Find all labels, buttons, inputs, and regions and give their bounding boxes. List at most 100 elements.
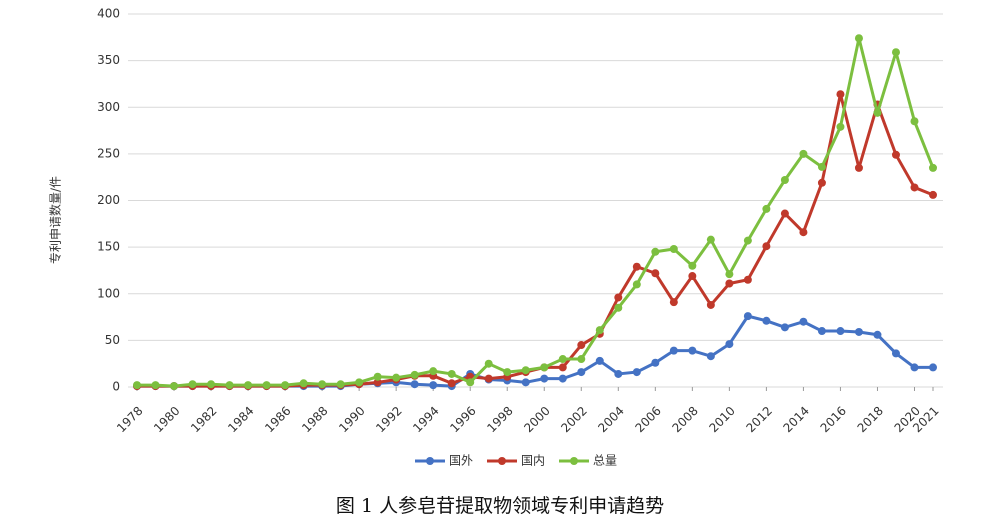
x-tick-label: 2006	[632, 404, 663, 435]
point	[799, 228, 808, 237]
point	[133, 381, 141, 390]
point	[706, 352, 715, 361]
point	[743, 275, 752, 284]
point	[262, 381, 271, 390]
y-tick-label: 200	[97, 193, 120, 207]
point	[447, 369, 456, 378]
point	[281, 381, 290, 390]
point	[392, 373, 401, 382]
legend-item: 总量	[559, 454, 617, 468]
point	[910, 117, 919, 126]
point	[318, 380, 327, 389]
x-tick-label: 1990	[336, 404, 367, 435]
point	[873, 108, 882, 117]
point	[595, 356, 604, 365]
point	[817, 162, 826, 171]
point	[929, 163, 937, 172]
legend-item: 国内	[487, 454, 545, 468]
point	[669, 298, 678, 307]
point	[669, 244, 678, 253]
x-tick-label: 2010	[706, 404, 737, 435]
point	[836, 122, 845, 131]
point	[373, 372, 382, 381]
x-tick-label: 1994	[410, 404, 441, 435]
y-tick-label: 150	[97, 240, 120, 254]
x-tick-label: 1992	[373, 404, 404, 435]
point	[854, 327, 863, 336]
point	[743, 236, 752, 245]
y-tick-label: 100	[97, 286, 120, 300]
point	[521, 366, 530, 375]
point	[503, 368, 512, 377]
point	[929, 190, 937, 199]
point	[706, 300, 715, 309]
caption: 图 1 人参皂苷提取物领域专利申请趋势	[336, 495, 664, 517]
x-tick-label: 2004	[595, 404, 626, 435]
point	[891, 48, 900, 57]
point	[577, 341, 586, 350]
y-tick-label: 350	[97, 53, 120, 67]
point	[188, 380, 197, 389]
point	[614, 293, 623, 302]
point	[429, 367, 438, 376]
x-tick-label: 2014	[781, 404, 812, 435]
point	[447, 379, 456, 388]
x-tick-label: 1982	[188, 404, 219, 435]
point	[669, 346, 678, 355]
point	[244, 381, 253, 390]
point	[595, 326, 604, 335]
legend-label: 国内	[521, 454, 545, 468]
point	[225, 381, 234, 390]
point	[614, 303, 623, 312]
x-tick-label: 2002	[558, 404, 589, 435]
point	[817, 327, 826, 336]
y-tick-label: 400	[97, 7, 120, 21]
y-axis-label: 专利申请数量/件	[48, 176, 63, 264]
point	[854, 34, 863, 43]
point	[725, 270, 734, 279]
point	[355, 378, 364, 387]
point	[540, 374, 549, 383]
point	[891, 150, 900, 159]
y-tick-label: 250	[97, 146, 120, 160]
point	[466, 378, 475, 387]
point	[540, 363, 549, 372]
point	[780, 323, 789, 332]
x-tick-label: 2000	[521, 404, 552, 435]
legend-item: 国外	[415, 454, 473, 468]
point	[688, 272, 697, 281]
point	[373, 378, 382, 387]
x-tick-label: 2012	[743, 404, 774, 435]
point	[336, 380, 345, 389]
x-tick-label: 1984	[225, 404, 256, 435]
series-line	[137, 314, 933, 388]
point	[299, 379, 308, 388]
x-tick-label: 1998	[484, 404, 515, 435]
point	[688, 346, 697, 355]
point	[762, 204, 771, 213]
point	[688, 261, 697, 270]
point	[854, 163, 863, 172]
point	[799, 149, 808, 158]
y-tick-label: 300	[97, 100, 120, 114]
point	[651, 358, 660, 367]
point	[484, 359, 493, 368]
point	[651, 269, 660, 278]
point	[910, 363, 919, 372]
x-tick-label: 2016	[818, 404, 849, 435]
point	[873, 330, 882, 339]
point	[743, 312, 752, 321]
point	[577, 355, 586, 364]
point	[836, 90, 845, 99]
point	[780, 209, 789, 218]
y-tick-label: 50	[105, 333, 120, 347]
point	[410, 380, 419, 389]
point	[429, 381, 438, 390]
legend-marker	[498, 457, 506, 465]
point	[910, 183, 919, 192]
point	[558, 363, 567, 372]
point	[207, 380, 216, 389]
legend-marker	[426, 457, 434, 465]
point	[484, 374, 493, 383]
